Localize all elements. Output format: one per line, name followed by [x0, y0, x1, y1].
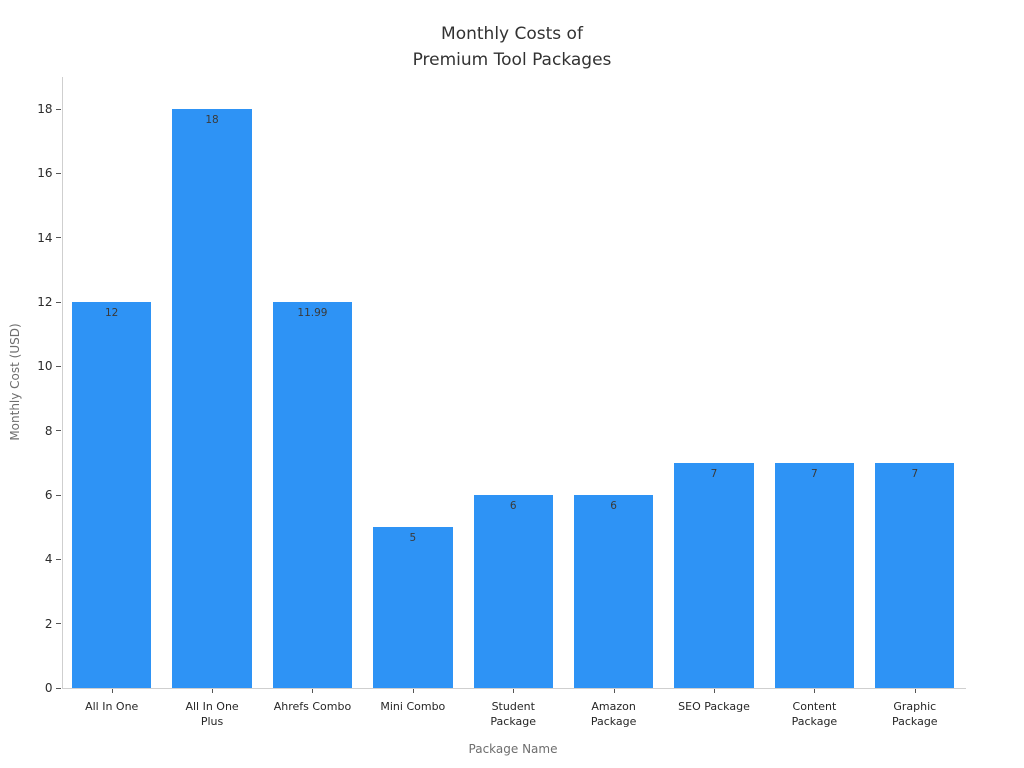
- x-tick-label: All In One Plus: [185, 700, 239, 728]
- x-tick-mark: [714, 689, 716, 693]
- bar-value-label: 6: [610, 500, 617, 513]
- y-tick-label: 8: [44, 423, 53, 438]
- y-tick-mark: [56, 558, 61, 560]
- y-tick-label: 12: [37, 295, 53, 310]
- bar: 7: [674, 462, 754, 688]
- bar-value-label: 12: [104, 307, 119, 320]
- x-tick-mark: [412, 689, 414, 693]
- bar-value-label: 18: [205, 114, 219, 127]
- bar: 7: [875, 462, 955, 688]
- bar: 6: [573, 495, 654, 688]
- bar: 7: [774, 462, 855, 688]
- bar: 18: [172, 109, 252, 688]
- x-axis-spine: [61, 688, 966, 689]
- y-tick-mark: [56, 301, 61, 303]
- bar-value-label: 11.99: [297, 307, 328, 320]
- bar: 5: [373, 527, 453, 688]
- bar: 11.99: [272, 302, 353, 688]
- y-tick-mark: [56, 237, 61, 239]
- bar-value-label: 7: [911, 467, 919, 480]
- bar-value-label: 6: [509, 500, 517, 513]
- x-tick-label: Mini Combo: [380, 700, 446, 713]
- y-tick-label: 14: [37, 230, 53, 245]
- x-tick-label: Graphic Package: [891, 700, 938, 728]
- bar-value-label: 5: [409, 532, 417, 545]
- y-tick-mark: [56, 430, 61, 432]
- bar-value-label: 7: [811, 467, 818, 480]
- bar: 12: [72, 302, 152, 688]
- y-tick-mark: [56, 494, 61, 496]
- y-tick-label: 4: [44, 552, 53, 567]
- x-tick-label: SEO Package: [678, 700, 750, 713]
- y-tick-label: 10: [37, 359, 53, 374]
- y-tick-mark: [56, 623, 61, 625]
- x-tick-mark: [111, 689, 113, 693]
- x-axis-label: Package Name: [468, 742, 558, 756]
- y-tick-mark: [56, 108, 61, 110]
- bar-value-label: 7: [710, 467, 718, 480]
- x-tick-mark: [613, 689, 615, 693]
- x-tick-label: Content Package: [791, 700, 838, 728]
- bar: 6: [473, 495, 553, 688]
- chart-title: Monthly Costs of Premium Tool Packages: [412, 24, 612, 70]
- y-tick-mark: [56, 172, 61, 174]
- x-tick-mark: [212, 689, 214, 693]
- x-tick-label: Amazon Package: [590, 700, 637, 728]
- x-tick-label: All In One: [85, 700, 139, 713]
- y-axis-spine: [61, 77, 63, 688]
- y-tick-label: 0: [44, 681, 53, 695]
- x-tick-mark: [914, 689, 916, 693]
- y-tick-label: 6: [44, 488, 53, 503]
- x-tick-mark: [513, 689, 515, 693]
- y-tick-label: 16: [37, 166, 53, 181]
- x-tick-label: Ahrefs Combo: [273, 700, 352, 713]
- y-tick-label: 2: [44, 616, 53, 631]
- x-tick-mark: [312, 689, 314, 693]
- x-tick-mark: [814, 689, 816, 693]
- y-tick-mark: [56, 365, 61, 367]
- y-tick-mark: [56, 687, 61, 689]
- y-tick-label: 18: [37, 102, 53, 117]
- x-tick-label: Student Package: [490, 700, 537, 728]
